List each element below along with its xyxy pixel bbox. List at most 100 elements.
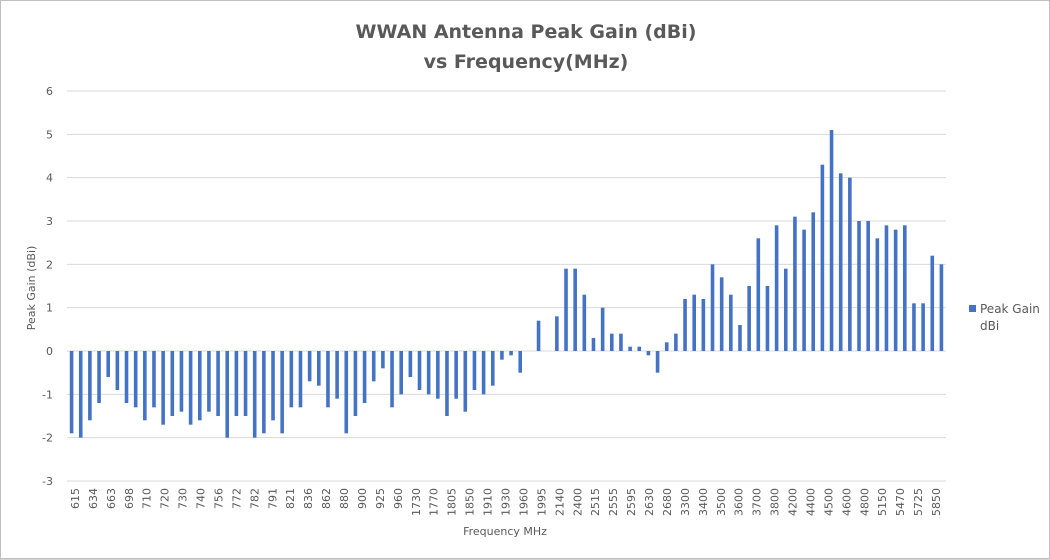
bar — [390, 351, 394, 408]
bar — [903, 225, 907, 351]
x-tick-label: 791 — [266, 488, 279, 509]
bar — [463, 351, 468, 412]
x-tick-label: 710 — [141, 488, 154, 509]
bar — [774, 225, 779, 351]
bar — [179, 351, 184, 412]
x-tick-label: 4200 — [787, 488, 800, 516]
x-tick-label: 4600 — [840, 488, 853, 516]
bar — [848, 177, 852, 351]
x-tick-label: 615 — [69, 488, 82, 509]
bar — [152, 351, 156, 408]
bar — [234, 351, 239, 416]
x-tick-label: 720 — [159, 488, 172, 509]
bar — [664, 342, 669, 351]
bar — [674, 333, 678, 351]
bar — [490, 351, 495, 386]
bar — [729, 294, 733, 351]
x-tick-label: 862 — [320, 488, 333, 509]
y-tick-label: -1 — [42, 388, 53, 401]
bar — [509, 351, 513, 356]
x-tick-label: 5470 — [894, 488, 907, 516]
x-tick-label: 4500 — [822, 488, 835, 516]
bar — [930, 255, 935, 351]
x-tick-label: 925 — [374, 488, 387, 509]
bar — [829, 130, 834, 351]
x-tick-label: 4400 — [804, 488, 817, 516]
bar — [371, 351, 376, 382]
bar — [619, 333, 623, 351]
bar — [399, 351, 403, 395]
bar — [426, 351, 431, 395]
bar — [243, 351, 248, 416]
bar — [921, 303, 925, 351]
y-tick-label: -3 — [42, 475, 53, 488]
x-tick-label: 2140 — [553, 488, 566, 516]
x-tick-label: 2630 — [643, 488, 656, 516]
x-tick-label: 1730 — [410, 488, 423, 516]
bar — [893, 229, 898, 351]
bar — [838, 173, 843, 351]
y-tick-label: 0 — [46, 345, 53, 358]
bar — [481, 351, 486, 395]
y-axis-ticks: -3 -2 -1 0 1 2 3 4 5 6 — [42, 85, 53, 488]
bar — [161, 351, 165, 425]
x-tick-label: 2595 — [625, 488, 638, 516]
bar — [793, 216, 797, 351]
bar — [719, 277, 724, 351]
bar — [225, 351, 230, 438]
x-tick-label: 2680 — [661, 488, 674, 516]
x-tick-label: 3600 — [733, 488, 746, 516]
x-tick-label: 740 — [195, 488, 208, 509]
legend-swatch — [969, 305, 976, 312]
x-tick-label: 3500 — [715, 488, 728, 516]
chart-title-line2: vs Frequency(MHz) — [423, 51, 629, 73]
x-tick-label: 4800 — [858, 488, 871, 516]
bar — [610, 333, 614, 351]
bar — [88, 351, 92, 421]
x-tick-label: 880 — [338, 488, 351, 509]
x-tick-label: 663 — [105, 488, 118, 509]
x-tick-label: 821 — [284, 488, 297, 509]
bar — [143, 351, 147, 421]
bar — [802, 229, 806, 351]
bar — [454, 351, 458, 399]
x-tick-label: 730 — [177, 488, 190, 509]
x-tick-label: 900 — [356, 488, 369, 509]
bar — [170, 351, 175, 416]
bar — [280, 351, 284, 434]
bar — [445, 351, 449, 416]
bar — [875, 238, 880, 351]
bar — [408, 351, 413, 377]
bar — [884, 225, 889, 351]
x-tick-label: 3400 — [697, 488, 710, 516]
bar — [344, 351, 349, 434]
bar — [857, 221, 861, 351]
bar — [912, 303, 916, 351]
y-tick-label: 3 — [46, 215, 53, 228]
bar — [97, 351, 101, 403]
legend-label: Peak Gain dBi — [980, 302, 1040, 333]
bar — [692, 294, 696, 351]
bar — [866, 221, 870, 351]
bar — [317, 351, 321, 386]
bar — [738, 325, 742, 351]
bar — [335, 351, 339, 399]
bar — [765, 286, 770, 351]
y-tick-label: 4 — [46, 172, 53, 185]
x-tick-label: 782 — [248, 488, 261, 509]
y-axis-label: Peak Gain (dBi) — [25, 246, 38, 331]
bar — [811, 212, 816, 351]
bar — [701, 299, 706, 351]
bar — [536, 320, 541, 351]
x-tick-label: 1995 — [535, 488, 548, 516]
bar — [188, 351, 193, 425]
x-tick-label: 836 — [302, 488, 315, 509]
bar — [106, 351, 110, 377]
bar — [582, 294, 587, 351]
x-tick-label: 1770 — [428, 488, 441, 516]
bar — [683, 299, 687, 351]
y-tick-label: 2 — [46, 258, 53, 271]
bar — [655, 351, 660, 373]
bar — [756, 238, 761, 351]
